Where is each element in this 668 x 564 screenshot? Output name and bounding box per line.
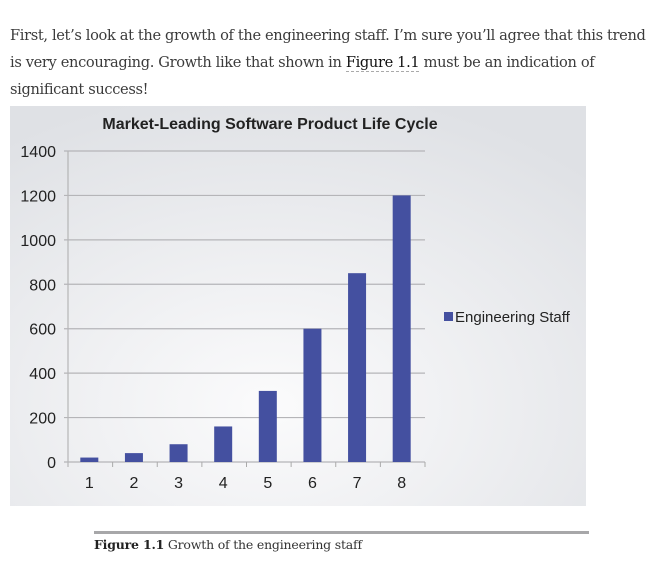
x-tick-label: 7 (353, 475, 362, 492)
caption-rule (94, 531, 589, 534)
chart-legend: Engineering Staff (444, 309, 571, 326)
figure-caption: Figure 1.1 Growth of the engineering sta… (94, 537, 362, 552)
y-tick-label: 0 (47, 455, 56, 472)
y-tick-label: 600 (29, 322, 56, 339)
x-tick-label: 4 (219, 475, 228, 492)
bar (392, 195, 411, 462)
legend-label: Engineering Staff (455, 309, 571, 326)
x-tick-label: 2 (129, 475, 138, 492)
x-tick-label: 5 (263, 475, 272, 492)
y-tick-label: 200 (29, 411, 56, 428)
x-tick-label: 1 (85, 475, 94, 492)
paragraph-text-end: must be an indication of significant suc… (10, 53, 595, 98)
bar-chart: Market-Leading Software Product Life Cyc… (10, 106, 586, 506)
bar (303, 328, 322, 462)
paragraph-text: First, let’s look at the growth of the e… (10, 26, 646, 71)
caption-text: Growth of the engineering staff (164, 537, 362, 552)
bar (348, 273, 367, 462)
figure-link[interactable]: Figure 1.1 (345, 53, 420, 72)
bar (169, 444, 188, 462)
y-tick-label: 800 (29, 277, 56, 294)
bar (214, 426, 233, 462)
x-tick-label: 6 (308, 475, 317, 492)
chart-background (10, 106, 586, 506)
x-tick-label: 8 (397, 475, 406, 492)
legend-swatch (444, 312, 453, 321)
caption-label: Figure 1.1 (94, 537, 165, 552)
chart-title: Market-Leading Software Product Life Cyc… (102, 116, 437, 133)
x-tick-label: 3 (174, 475, 183, 492)
figure-chart: Market-Leading Software Product Life Cyc… (10, 106, 586, 506)
bar (124, 453, 143, 462)
y-tick-label: 400 (29, 366, 56, 383)
bar (258, 390, 277, 462)
y-tick-label: 1400 (20, 144, 56, 161)
y-tick-label: 1200 (20, 188, 56, 205)
bar (80, 457, 99, 462)
y-tick-label: 1000 (20, 233, 56, 250)
body-paragraph: First, let’s look at the growth of the e… (10, 22, 660, 103)
